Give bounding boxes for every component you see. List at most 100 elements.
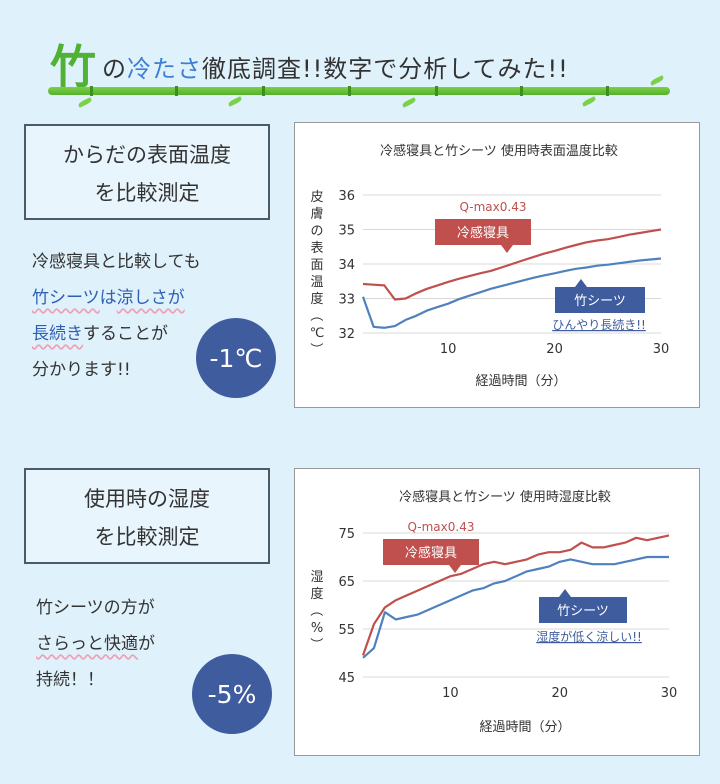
bamboo-decoration <box>48 87 670 95</box>
y-axis-label-char: 度 <box>310 586 323 602</box>
series-label-cooling-bedding: 冷感寝具 <box>405 545 457 561</box>
title-no: の <box>102 55 127 83</box>
x-tick-label: 30 <box>653 342 670 357</box>
section1-text-line4: 分かります!! <box>32 360 131 380</box>
y-axis-label-char: 湿 <box>310 570 323 585</box>
x-axis-label: 経過時間（分） <box>475 374 566 389</box>
series-line-cooling-bedding <box>361 534 670 656</box>
x-tick-label: 20 <box>551 686 568 701</box>
section2-text: 竹シーツの方が さらっと快適が 持続！！ <box>36 590 155 698</box>
header: 竹 の冷たさ徹底調査!!数字で分析してみた!! <box>0 0 720 118</box>
temperature-chart-panel: 冷感寝具と竹シーツ 使用時表面温度比較 32 33 34 35 36 10 20 30 経過時間（… <box>294 122 700 408</box>
series-annotation: ひんやり長続き!! <box>552 318 646 332</box>
y-tick-label: 45 <box>338 671 355 686</box>
chart-title: 冷感寝具と竹シーツ 使用時湿度比較 <box>399 489 611 505</box>
y-axis-label-char: 表 <box>310 241 323 256</box>
temperature-chart: 冷感寝具と竹シーツ 使用時表面温度比較 32 33 34 35 36 10 20 30 経過時間（… <box>308 143 670 389</box>
y-axis-label-char: の <box>310 224 323 239</box>
callout-pointer <box>575 279 587 287</box>
series-label-bamboo-sheet: 竹シーツ <box>557 604 609 619</box>
title-text: の冷たさ徹底調査!!数字で分析してみた!! <box>102 49 569 84</box>
bamboo-node <box>262 86 265 96</box>
humidity-chart: 冷感寝具と竹シーツ 使用時湿度比較 45 55 65 75 10 20 30 経過時間（分） 湿度… <box>308 489 678 735</box>
x-tick-label: 10 <box>440 342 457 357</box>
y-tick-label: 36 <box>338 189 355 204</box>
section2-text-line2: さらっと快適が <box>36 626 155 662</box>
y-tick-label: 35 <box>338 224 355 239</box>
section2-text-line1: 竹シーツの方が <box>36 598 155 618</box>
title-rest: 徹底調査!!数字で分析してみた!! <box>202 55 569 83</box>
section1-text-line3: 長続きすることが <box>32 316 201 352</box>
section1-heading-line1: からだの表面温度 <box>63 143 231 167</box>
series-line-bamboo-sheet <box>361 257 662 329</box>
leaf-decoration <box>77 97 93 108</box>
section2-heading-line2: を比較測定 <box>94 525 200 549</box>
humidity-chart-panel: 冷感寝具と竹シーツ 使用時湿度比較 45 55 65 75 10 20 30 経過時間（分） 湿度… <box>294 468 700 756</box>
section1-text-line2: 竹シーツは涼しさが <box>32 280 201 316</box>
x-axis-label: 経過時間（分） <box>479 720 570 735</box>
y-axis-label-char: （ <box>308 308 323 321</box>
y-tick-label: 33 <box>338 293 355 308</box>
title-bamboo-char: 竹 <box>50 40 96 94</box>
section1-heading-line2: を比較測定 <box>94 181 200 205</box>
humidity-diff-badge: -5% <box>192 654 272 734</box>
bamboo-sheet-label: 竹シーツ <box>32 288 100 308</box>
section1-text: 冷感寝具と比較しても 竹シーツは涼しさが 長続きすることが 分かります!! <box>32 244 201 388</box>
series-line-bamboo-sheet <box>362 555 669 659</box>
series-annotation: 湿度が低く涼しい!! <box>536 629 642 644</box>
y-axis-label-char: 皮 <box>310 190 323 205</box>
smooth-comfort-label: さらっと快適 <box>36 634 138 654</box>
y-tick-label: 32 <box>338 327 355 342</box>
y-axis-label-char: ） <box>308 342 323 355</box>
callout-pointer <box>559 589 571 597</box>
y-axis-label-char: （ <box>308 603 323 616</box>
y-tick-label: 65 <box>338 575 355 590</box>
text-fragment: することが <box>83 324 168 344</box>
section2-heading-line1: 使用時の湿度 <box>84 487 210 511</box>
y-axis-label-char: 膚 <box>310 206 323 222</box>
y-axis-label-char: 度 <box>310 291 323 307</box>
x-tick-label: 10 <box>442 686 459 701</box>
callout-box-bamboo-sheet <box>539 597 627 623</box>
series-sublabel: Q-max0.43 <box>408 520 475 534</box>
series-line-cooling-bedding <box>362 228 662 301</box>
y-tick-label: 55 <box>338 623 355 638</box>
leaf-decoration <box>227 96 243 107</box>
callout-pointer <box>449 565 461 573</box>
series-label-bamboo-sheet: 竹シーツ <box>574 294 626 309</box>
bamboo-node <box>175 86 178 96</box>
y-axis-label-char: ） <box>308 637 323 650</box>
section1-heading-box: からだの表面温度 を比較測定 <box>24 124 270 220</box>
chart-title: 冷感寝具と竹シーツ 使用時表面温度比較 <box>380 143 618 159</box>
bamboo-node <box>520 86 523 96</box>
section2-heading-box: 使用時の湿度 を比較測定 <box>24 468 270 564</box>
y-axis-label-char: ℃ <box>310 326 325 341</box>
section2-text-line3: 持続！！ <box>36 670 104 690</box>
leaf-decoration <box>649 75 665 86</box>
bamboo-node <box>348 86 351 96</box>
y-axis-label-char: 温 <box>310 275 323 290</box>
y-tick-label: 34 <box>338 258 355 273</box>
y-tick-label: 75 <box>338 527 355 542</box>
y-axis-label-char: % <box>311 621 323 636</box>
bamboo-node <box>90 86 93 96</box>
y-axis-label-char: 面 <box>310 258 323 273</box>
bamboo-node <box>435 86 438 96</box>
coolness-label: 涼しさが <box>116 288 185 308</box>
title-highlight: 冷たさ <box>127 55 202 83</box>
leaf-decoration <box>401 97 417 108</box>
temperature-diff-badge: -1℃ <box>196 318 276 398</box>
callout-pointer <box>501 245 513 253</box>
page-title: 竹 の冷たさ徹底調査!!数字で分析してみた!! <box>50 30 569 90</box>
series-label-cooling-bedding: 冷感寝具 <box>457 225 509 241</box>
leaf-decoration <box>581 96 597 107</box>
x-tick-label: 20 <box>546 342 563 357</box>
long-lasting-label: 長続き <box>32 324 83 344</box>
section1-text-line1: 冷感寝具と比較しても <box>32 252 201 272</box>
particle: が <box>138 634 155 654</box>
x-tick-label: 30 <box>661 686 678 701</box>
series-sublabel: Q-max0.43 <box>460 200 527 214</box>
callout-box-bamboo-sheet <box>555 287 645 313</box>
callout-box-cooling-bedding <box>383 539 479 565</box>
bamboo-node <box>606 86 609 96</box>
